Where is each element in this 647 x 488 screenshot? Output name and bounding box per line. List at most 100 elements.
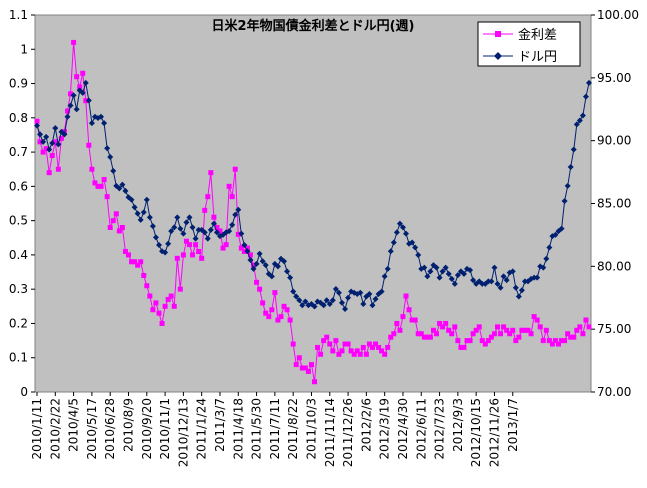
- series-1-point: [323, 297, 330, 304]
- series-0-point: [580, 331, 586, 337]
- x-tick-label: 2012/7/23: [433, 398, 447, 460]
- series-0-point: [49, 153, 55, 159]
- series-0-point: [308, 362, 314, 368]
- series-1-point: [70, 92, 77, 99]
- series-1-point: [52, 125, 59, 132]
- series-0-point: [217, 228, 223, 234]
- series-1-point: [454, 272, 461, 279]
- series-1-point: [204, 235, 211, 242]
- series-0-point: [34, 118, 40, 124]
- series-1-point: [421, 264, 428, 271]
- series-0-point: [315, 344, 321, 350]
- series-1-point: [107, 154, 114, 161]
- series-0-point: [491, 331, 497, 337]
- series-0-point: [430, 327, 436, 333]
- series-1-point: [55, 141, 62, 148]
- x-tick-label: 2011/12/26: [341, 398, 355, 467]
- series-1-point: [521, 278, 528, 285]
- series-0-point: [74, 74, 80, 80]
- series-0-point: [64, 108, 70, 114]
- series-1-point: [512, 284, 519, 291]
- series-0-point: [348, 348, 354, 354]
- series-0-point: [40, 149, 46, 155]
- series-1-point: [98, 113, 105, 120]
- series-0-point: [406, 307, 412, 313]
- series-0-point: [119, 224, 125, 230]
- series-1-point: [409, 239, 416, 246]
- series-1-point: [235, 206, 242, 213]
- series-0-point: [299, 365, 305, 371]
- series-0-point: [495, 324, 501, 330]
- series-0-point: [318, 351, 324, 357]
- series-0-point: [400, 314, 406, 320]
- x-axis: 2010/1/11 2010/2/22 2010/4/5 2010/5/17 2010/…: [30, 392, 520, 467]
- series-1-point: [393, 229, 400, 236]
- series-1-point: [488, 278, 495, 285]
- series-0-point: [424, 334, 430, 340]
- series-1-point: [448, 275, 455, 282]
- series-0-point: [449, 331, 455, 337]
- left-y-axis: 0 0.1 0.2 0.3 0.4 0.5 0.6 0.7 0.8 0.9 1 1.1: [9, 8, 35, 399]
- series-1-point: [531, 274, 538, 281]
- series-0-point: [251, 262, 257, 268]
- series-0-point: [537, 324, 543, 330]
- series-1-point: [281, 258, 288, 265]
- series-1-point: [546, 244, 553, 251]
- series-0-point: [513, 338, 519, 344]
- series-0-point: [507, 331, 513, 337]
- series-0-point: [519, 327, 525, 333]
- series-0-point: [153, 300, 159, 306]
- series-1-point: [293, 293, 300, 300]
- series-0-point: [101, 177, 107, 183]
- legend-swatch-series-0-marker: [495, 31, 501, 37]
- x-tick-label: 2011/11/14: [323, 398, 337, 467]
- series-0-point: [122, 248, 128, 254]
- series-1-point: [73, 106, 80, 113]
- series-0-point: [434, 331, 440, 337]
- series-1-point: [213, 229, 220, 236]
- series-0-point: [269, 307, 275, 313]
- legend-label-series-0: 金利差: [518, 27, 557, 43]
- left-tick-label: 0.7: [9, 145, 28, 159]
- series-0-point: [266, 314, 272, 320]
- series-0-point: [470, 331, 476, 337]
- series-1-point: [381, 273, 388, 280]
- right-tick-label: 85.00: [597, 197, 631, 211]
- series-0-point: [577, 324, 583, 330]
- series-0-point: [504, 327, 510, 333]
- series-0-point: [205, 194, 211, 200]
- series-0-point: [244, 245, 250, 251]
- series-1-point: [287, 274, 294, 281]
- series-1-point: [573, 121, 580, 128]
- x-tick-label: 2011/1/24: [195, 398, 209, 460]
- legend: 金利差 ドル円: [477, 21, 581, 67]
- series-0-point: [290, 341, 296, 347]
- series-1-point: [439, 268, 446, 275]
- series-1-point: [155, 241, 162, 248]
- series-1-point: [244, 248, 251, 255]
- series-1-point: [534, 274, 541, 281]
- x-tick-label: 2011/7/11: [268, 398, 282, 460]
- series-1-point: [268, 273, 275, 280]
- series-0-point: [43, 146, 49, 152]
- series-0-point: [357, 351, 363, 357]
- series-0-point: [186, 242, 192, 248]
- left-tick-label: 0.6: [9, 179, 28, 193]
- right-tick-label: 90.00: [597, 134, 631, 148]
- series-1-point: [85, 97, 92, 104]
- series-1-point: [445, 270, 452, 277]
- right-y-axis: 70.00 75.00 80.00 85.00 90.00 95.00 100.00: [591, 8, 639, 399]
- series-1-point: [396, 220, 403, 227]
- series-1-point: [37, 131, 44, 138]
- series-1-point: [195, 226, 202, 233]
- series-0-point: [552, 338, 558, 344]
- series-0-point: [330, 348, 336, 354]
- x-tick-label: 2010/9/20: [140, 398, 154, 460]
- series-0-point: [214, 224, 220, 230]
- series-1-point: [543, 255, 550, 262]
- series-0-point: [336, 351, 342, 357]
- x-tick-label: 2011/4/18: [231, 398, 245, 460]
- series-0-point: [229, 194, 235, 200]
- series-1-point: [540, 264, 547, 271]
- series-0-point: [98, 183, 104, 189]
